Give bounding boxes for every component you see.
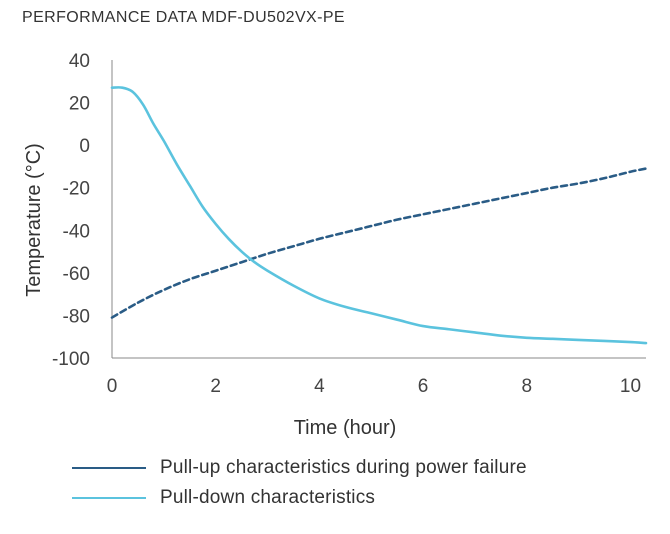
y-tick-label: -20 [63,179,90,200]
x-tick-label: 6 [418,376,429,397]
legend-label-pull-up: Pull-up characteristics during power fai… [160,457,527,478]
x-tick-labels: 0 2 4 6 8 10 [107,376,641,397]
series-lines [110,86,648,345]
x-tick-label: 0 [107,376,118,397]
y-tick-label: 40 [69,51,90,72]
legend-item-pull-down: Pull-down characteristics [72,486,375,510]
chart-axes [111,60,646,359]
legend-item-pull-up: Pull-up characteristics during power fai… [72,456,527,480]
series-line-pull-down [110,86,648,345]
legend-label-pull-down: Pull-down characteristics [160,487,376,508]
x-tick-label: 2 [210,376,221,397]
chart-title: PERFORMANCE DATA MDF-DU502VX-PE [22,9,345,26]
x-axis-label: Time (hour) [294,417,397,439]
y-tick-label: 20 [69,94,90,115]
y-axis-label: Temperature (°C) [23,143,45,297]
y-tick-label: -60 [63,264,90,285]
y-tick-label: -80 [63,306,90,327]
x-tick-label: 8 [521,376,532,397]
legend-swatch-pull-down [72,497,146,499]
y-tick-labels: 40 20 0 -20 -40 -60 -80 -100 [52,51,90,370]
legend-swatch-pull-up [72,467,146,469]
y-tick-label: 0 [79,136,90,157]
y-tick-label: -40 [63,221,90,242]
y-tick-label: -100 [52,349,90,370]
x-tick-label: 10 [620,376,641,397]
x-tick-label: 4 [314,376,325,397]
series-line-pull-up [110,167,648,319]
